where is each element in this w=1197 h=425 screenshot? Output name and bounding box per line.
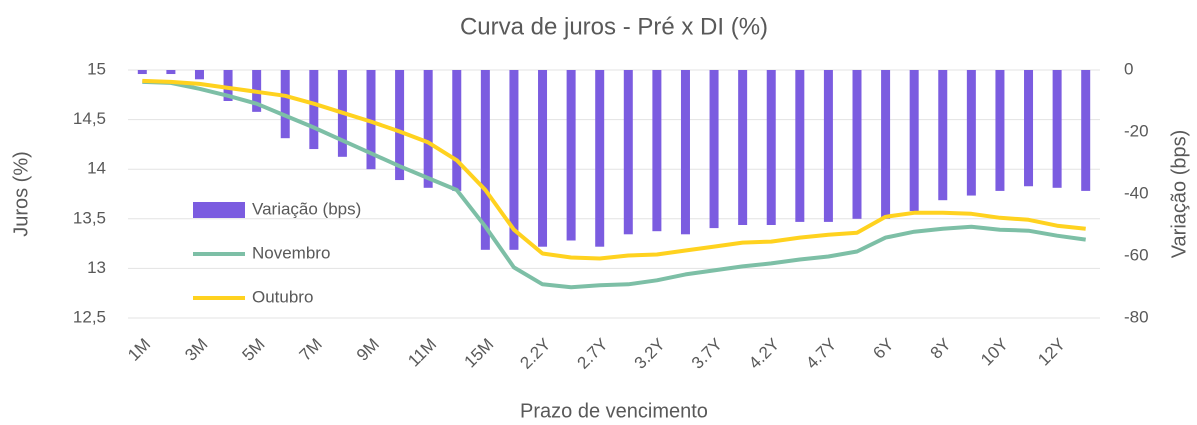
x-tick-label: 10Y xyxy=(977,335,1012,370)
x-tick-label: 2.2Y xyxy=(516,335,554,373)
x-tick-label: 9M xyxy=(353,335,383,365)
bar xyxy=(1024,70,1034,187)
y2-tick-label: -40 xyxy=(1124,183,1149,202)
x-tick-label: 12Y xyxy=(1034,335,1069,370)
x-tick-label: 11M xyxy=(404,335,440,371)
x-tick-label: 15M xyxy=(461,335,498,372)
y-tick-label: 13,5 xyxy=(73,208,106,227)
bar xyxy=(966,70,976,196)
y-tick-label: 14 xyxy=(87,159,106,178)
x-tick-label: 2.7Y xyxy=(574,335,612,373)
legend-label: Outubro xyxy=(252,287,313,306)
bar xyxy=(938,70,948,201)
x-tick-label: 6Y xyxy=(869,335,897,363)
bar xyxy=(909,70,919,212)
y2-tick-label: -80 xyxy=(1124,307,1149,326)
chart-title: Curva de juros - Pré x DI (%) xyxy=(460,13,768,40)
y-tick-label: 12,5 xyxy=(73,307,106,326)
bar xyxy=(595,70,605,247)
x-tick-label: 8Y xyxy=(927,335,955,363)
bar xyxy=(480,70,490,250)
x-tick-label: 3M xyxy=(181,335,211,365)
bar xyxy=(795,70,805,222)
legend-swatch xyxy=(193,202,245,218)
bar xyxy=(766,70,776,225)
bar xyxy=(452,70,462,191)
bar xyxy=(309,70,319,150)
y2-tick-label: 0 xyxy=(1124,59,1133,78)
bar xyxy=(738,70,748,225)
bar xyxy=(395,70,405,181)
y-axis-title: Juros (%) xyxy=(10,151,32,237)
line xyxy=(142,79,1086,290)
bar xyxy=(194,70,204,80)
bar xyxy=(137,70,147,75)
bar xyxy=(823,70,833,222)
x-tick-label: 7M xyxy=(296,335,326,365)
bar xyxy=(1052,70,1062,188)
x-axis-title: Prazo de vencimento xyxy=(520,400,708,422)
line xyxy=(142,78,1086,261)
bar xyxy=(280,70,290,139)
bar xyxy=(1081,70,1091,191)
bar xyxy=(509,70,519,250)
bar xyxy=(881,70,891,219)
bar xyxy=(166,70,176,75)
bar xyxy=(423,70,433,188)
x-tick-label: 1M xyxy=(124,335,154,365)
bar xyxy=(995,70,1005,191)
bar xyxy=(223,70,233,101)
bar xyxy=(652,70,662,232)
bar xyxy=(566,70,576,241)
legend-label: Variação (bps) xyxy=(252,199,361,218)
bar xyxy=(709,70,719,229)
y-tick-label: 13 xyxy=(87,258,106,277)
legend-label: Novembro xyxy=(252,243,330,262)
x-tick-label: 4.2Y xyxy=(745,335,783,373)
bar xyxy=(680,70,690,235)
bar xyxy=(852,70,862,219)
y-tick-label: 15 xyxy=(87,59,106,78)
x-tick-label: 3.7Y xyxy=(688,335,726,373)
y2-tick-label: -60 xyxy=(1124,245,1149,264)
bar xyxy=(538,70,548,247)
x-tick-label: 5M xyxy=(239,335,269,365)
x-tick-label: 3.2Y xyxy=(631,335,669,373)
y-tick-label: 14,5 xyxy=(73,109,106,128)
y2-axis-title: Variação (bps) xyxy=(1168,130,1190,259)
x-tick-label: 4.7Y xyxy=(802,335,840,373)
bar xyxy=(623,70,633,235)
y2-tick-label: -20 xyxy=(1124,121,1149,140)
